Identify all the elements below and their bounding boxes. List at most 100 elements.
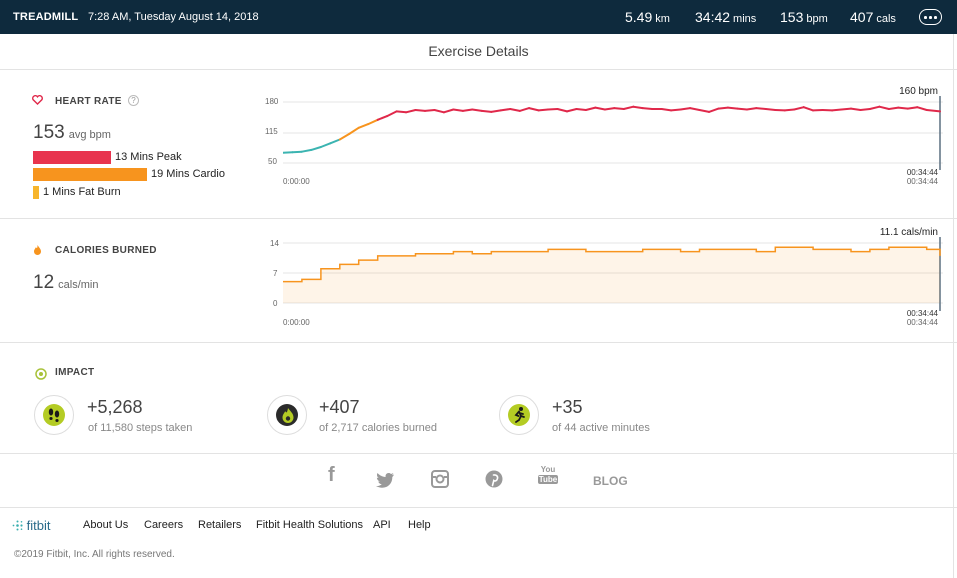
heart-rate-segment — [471, 108, 483, 112]
hr-x-end: 00:34:44 — [906, 168, 938, 177]
heart-rate-segment — [405, 109, 417, 114]
heart-unit: bpm — [806, 13, 828, 25]
heart-rate-segment — [348, 126, 360, 135]
fitbit-logo[interactable]: fitbit — [12, 518, 50, 533]
footer-link-retailers[interactable]: Retailers — [198, 519, 242, 531]
heart-rate-segment — [679, 107, 692, 111]
calories-badge — [267, 395, 307, 435]
page-title: Exercise Details — [428, 43, 529, 59]
hr-peak-label: 160 bpm — [899, 86, 938, 97]
divider — [0, 342, 957, 343]
exercise-datetime: 7:28 AM, Tuesday August 14, 2018 — [88, 11, 259, 23]
exercise-type-title: TREADMILL — [13, 11, 79, 23]
footer-link-api[interactable]: API — [373, 519, 391, 531]
heart-rate-segment — [461, 108, 474, 112]
heart-icon — [32, 95, 43, 105]
active-minutes-impact-value: +35 — [552, 397, 583, 417]
heart-rate-segment — [357, 123, 370, 129]
youtube-top: You — [540, 465, 556, 474]
cal-x-end: 00:34:44 — [906, 309, 938, 318]
heart-rate-segment — [887, 106, 900, 110]
right-border — [953, 34, 954, 578]
blog-link[interactable]: BLOG — [593, 474, 628, 488]
divider — [0, 218, 957, 219]
avg-calories-value: 12 — [33, 272, 55, 293]
heart-rate-segment — [414, 109, 426, 112]
avg-calories: 12 cals/min — [33, 272, 98, 294]
heart-rate-segment — [452, 108, 464, 112]
heart-rate-heading: HEART RATE — [55, 96, 122, 107]
heart-rate-segment — [594, 106, 606, 111]
heart-rate-segment — [442, 108, 455, 114]
heart-rate-segment — [367, 118, 379, 126]
heart-stat: 153 bpm — [780, 0, 828, 36]
heart-rate-segment — [338, 132, 351, 141]
heart-rate-segment — [925, 109, 941, 113]
copyright: ©2019 Fitbit, Inc. All rights reserved. — [14, 549, 175, 560]
heart-rate-segment — [850, 107, 862, 111]
heart-rate-segment — [537, 108, 550, 112]
hr-y-tick: 180 — [265, 97, 279, 106]
heart-rate-segment — [283, 151, 294, 154]
zone-bar — [33, 168, 147, 181]
top-bar: TREADMILL 7:28 AM, Tuesday August 14, 20… — [0, 0, 957, 34]
heart-rate-segment — [670, 108, 682, 112]
footer-link-help[interactable]: Help — [408, 519, 431, 531]
active-minutes-impact-sub: of 44 active minutes — [552, 422, 650, 434]
heart-rate-segment — [613, 107, 625, 110]
calories-unit: cals — [876, 13, 896, 25]
heart-rate-segment — [395, 110, 408, 114]
heart-rate-segment — [783, 108, 796, 112]
heart-rate-segment — [897, 106, 909, 110]
heart-rate-segment — [708, 107, 720, 113]
heart-rate-segment — [793, 106, 805, 111]
heart-rate-segment — [622, 105, 635, 110]
heart-rate-segment — [509, 108, 521, 112]
facebook-icon[interactable]: f — [328, 464, 335, 486]
duration-unit: mins — [733, 13, 757, 25]
instagram-icon[interactable] — [431, 468, 449, 490]
calories-chart — [283, 237, 943, 311]
heart-rate-segment — [916, 106, 928, 111]
fitbit-logo-text: fitbit — [26, 518, 51, 533]
hr-x-end-2: 00:34:44 — [906, 177, 938, 186]
distance-value: 5.49 — [625, 9, 653, 25]
active-minutes-badge — [499, 395, 539, 435]
heart-rate-segment — [386, 110, 398, 118]
steps-impact-value: +5,268 — [87, 397, 143, 417]
footer-link-health-solutions[interactable]: Fitbit Health Solutions — [256, 519, 363, 531]
more-dots-icon[interactable] — [919, 9, 942, 25]
footer-link-careers[interactable]: Careers — [144, 519, 184, 531]
calories-stat: 407 cals — [850, 0, 896, 36]
heart-rate-segment — [755, 107, 767, 110]
heart-rate-segment — [480, 109, 493, 113]
hr-y-tick: 115 — [265, 127, 278, 136]
cal-peak-label: 11.1 cals/min — [879, 227, 938, 238]
heart-rate-segment — [689, 107, 701, 111]
divider — [0, 453, 957, 454]
calories-value: 407 — [850, 9, 874, 25]
twitter-icon[interactable] — [375, 469, 395, 491]
heart-rate-segment — [319, 142, 332, 148]
youtube-icon[interactable]: You Tube — [538, 465, 558, 489]
heart-rate-segment — [745, 107, 758, 111]
heart-rate-segment — [499, 108, 512, 112]
heart-rate-segment — [584, 106, 597, 111]
heart-rate-segment — [641, 107, 654, 110]
heart-rate-segment — [566, 108, 578, 113]
youtube-bottom: Tube — [538, 475, 558, 484]
info-icon[interactable]: ? — [128, 95, 139, 106]
footer-link-about[interactable]: About Us — [83, 519, 129, 531]
heart-value: 153 — [780, 9, 804, 25]
target-icon — [35, 368, 47, 380]
heart-rate-segment — [859, 108, 871, 111]
cal-y-tick: 14 — [270, 239, 279, 248]
zone-label: 19 Mins Cardio — [151, 168, 225, 180]
heart-rate-segment — [376, 115, 389, 121]
heart-rate-segment — [291, 150, 303, 154]
heart-rate-chart — [283, 96, 943, 170]
heart-rate-segment — [310, 146, 322, 151]
pinterest-icon[interactable] — [485, 468, 503, 490]
distance-unit: km — [655, 13, 670, 25]
heart-rate-segment — [840, 107, 852, 111]
